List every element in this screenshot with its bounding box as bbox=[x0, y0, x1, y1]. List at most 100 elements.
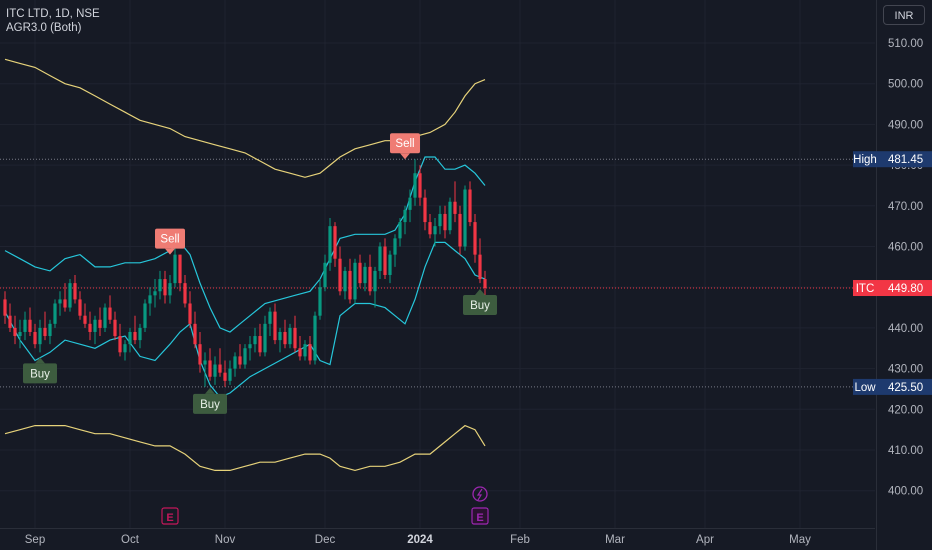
candles bbox=[3, 159, 487, 387]
tag-label: Low bbox=[854, 382, 876, 394]
candle-body bbox=[48, 323, 52, 337]
candle-body bbox=[128, 331, 132, 345]
candle-body bbox=[208, 360, 212, 377]
tag-value-box bbox=[877, 378, 932, 395]
sell-signal: Sell bbox=[390, 133, 420, 160]
tag-label-box bbox=[853, 280, 877, 297]
price-tick-label: 410.00 bbox=[888, 445, 923, 457]
indicator-title[interactable]: AGR3.0 (Both) bbox=[6, 22, 82, 34]
candle-body bbox=[323, 262, 327, 288]
candle-body bbox=[43, 327, 47, 337]
candle-body bbox=[433, 226, 437, 235]
candle-body bbox=[118, 336, 122, 353]
candle-body bbox=[238, 356, 242, 365]
price-tick-label: 430.00 bbox=[888, 364, 923, 376]
currency-button[interactable]: INR bbox=[883, 5, 925, 25]
plot-area: Buy Sell Buy Sell Buy bbox=[0, 58, 875, 472]
time-tick-label: 2024 bbox=[407, 534, 433, 546]
candle-body bbox=[18, 331, 22, 337]
dividend-event[interactable]: E bbox=[471, 486, 489, 525]
candle-body bbox=[333, 226, 337, 259]
time-tick-label: Sep bbox=[25, 534, 45, 546]
candle-body bbox=[178, 254, 182, 284]
time-axis[interactable]: Sep Oct Nov Dec 2024 Feb Mar Apr May bbox=[25, 534, 811, 546]
candle-body bbox=[113, 319, 117, 337]
candle-body bbox=[343, 270, 347, 292]
candle-body bbox=[183, 283, 187, 304]
signal-box bbox=[23, 363, 57, 384]
event-label: E bbox=[476, 512, 483, 524]
tag-label: ITC bbox=[856, 283, 875, 295]
candle-body bbox=[83, 315, 87, 324]
high-price-tag: High 481.45 bbox=[853, 151, 932, 168]
candle-body bbox=[148, 295, 152, 304]
candle-body bbox=[108, 307, 112, 320]
candle-body bbox=[153, 291, 157, 296]
candle-body bbox=[13, 327, 17, 337]
tag-value: 425.50 bbox=[888, 382, 923, 394]
chart-legend: ITC LTD, 1D, NSE AGR3.0 (Both) bbox=[6, 7, 100, 35]
candle-body bbox=[53, 303, 57, 324]
signal-label: Buy bbox=[470, 300, 490, 312]
buy-signal: Buy bbox=[463, 289, 497, 316]
candle-body bbox=[58, 299, 62, 304]
candle-body bbox=[438, 213, 442, 227]
candle-body bbox=[138, 327, 142, 341]
time-tick-label: Nov bbox=[215, 534, 236, 546]
tag-value-box bbox=[877, 280, 932, 297]
candle-body bbox=[388, 254, 392, 275]
candle-body bbox=[203, 360, 207, 365]
candle-body bbox=[73, 283, 77, 300]
candle-body bbox=[158, 279, 162, 292]
candle-body bbox=[88, 323, 92, 332]
candle-body bbox=[398, 222, 402, 239]
candle-body bbox=[263, 323, 267, 353]
candle-body bbox=[218, 364, 222, 373]
candle-body bbox=[328, 226, 332, 263]
inner-lower-band bbox=[4, 241, 486, 398]
candle-body bbox=[198, 344, 202, 365]
candle-body bbox=[448, 201, 452, 231]
earnings-event[interactable]: E bbox=[161, 507, 179, 525]
candle-body bbox=[93, 319, 97, 332]
candle-body bbox=[403, 209, 407, 223]
candle-body bbox=[463, 189, 467, 247]
signal-pointer bbox=[35, 357, 45, 364]
candle-body bbox=[143, 303, 147, 328]
low-price-tag: Low 425.50 bbox=[853, 378, 932, 395]
candle-body bbox=[458, 213, 462, 247]
candle-body bbox=[103, 307, 107, 328]
candle-body bbox=[313, 315, 317, 361]
candle-body bbox=[478, 254, 482, 280]
signal-pointer bbox=[205, 387, 215, 394]
candle-body bbox=[233, 356, 237, 369]
signal-label: Sell bbox=[395, 138, 414, 150]
candle-body bbox=[303, 344, 307, 357]
price-tick-label: 500.00 bbox=[888, 79, 923, 91]
time-tick-label: Dec bbox=[315, 534, 336, 546]
candle-body bbox=[318, 287, 322, 316]
candle-body bbox=[68, 283, 72, 308]
candle-body bbox=[168, 283, 172, 296]
symbol-title[interactable]: ITC LTD, 1D, NSE bbox=[6, 8, 100, 20]
signal-pointer bbox=[475, 289, 485, 296]
candle-body bbox=[258, 336, 262, 353]
price-axis[interactable]: 510.00500.00490.00480.00470.00460.00450.… bbox=[888, 38, 923, 498]
candle-body bbox=[423, 197, 427, 223]
tag-label: High bbox=[853, 154, 877, 166]
tag-label-box bbox=[853, 378, 877, 395]
time-tick-label: Mar bbox=[605, 534, 625, 546]
candle-body bbox=[163, 279, 167, 296]
price-tick-label: 490.00 bbox=[888, 119, 923, 131]
candle-body bbox=[133, 331, 137, 341]
candle-body bbox=[453, 201, 457, 214]
price-tick-label: 400.00 bbox=[888, 486, 923, 498]
candle-body bbox=[298, 348, 302, 357]
price-tick-label: 460.00 bbox=[888, 242, 923, 254]
candle-body bbox=[483, 279, 487, 289]
price-tick-label: 440.00 bbox=[888, 323, 923, 335]
bolt-icon bbox=[476, 488, 483, 501]
candle-body bbox=[443, 213, 447, 231]
candle-body bbox=[408, 197, 412, 210]
